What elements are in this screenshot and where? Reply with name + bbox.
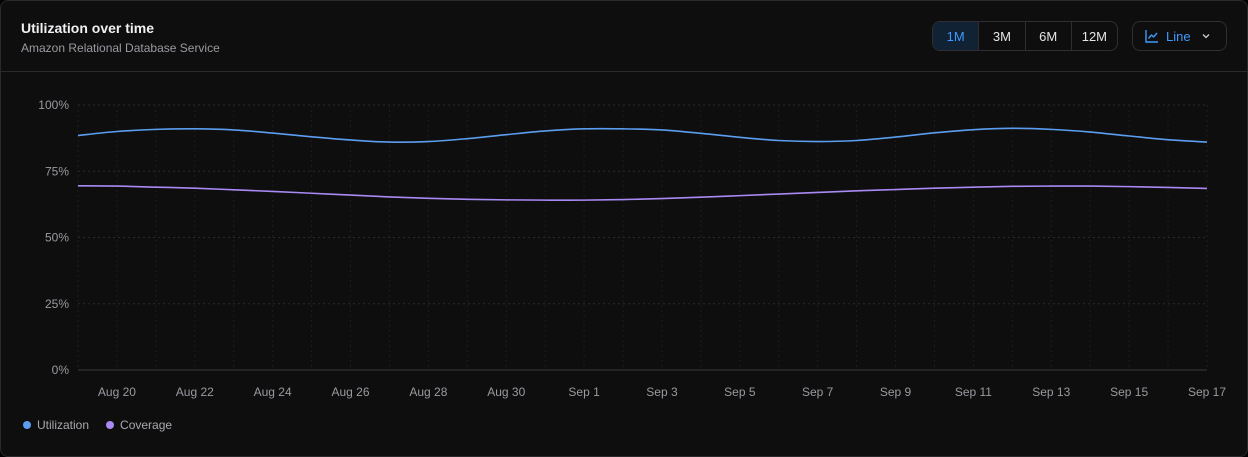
y-tick-label: 0%: [52, 363, 70, 377]
card-header: Utilization over time Amazon Relational …: [1, 1, 1247, 72]
x-tick-label: Aug 30: [487, 385, 525, 399]
legend-dot-utilization: [23, 421, 31, 429]
y-tick-label: 75%: [45, 164, 69, 178]
y-tick-label: 50%: [45, 231, 69, 245]
chart-title: Utilization over time: [21, 20, 155, 36]
chart-subtitle: Amazon Relational Database Service: [21, 41, 220, 55]
x-tick-label: Sep 7: [802, 385, 834, 399]
time-range-selector: 1M 3M 6M 12M: [932, 21, 1118, 51]
series-line-coverage: [77, 185, 1208, 201]
chevron-down-icon: [1202, 34, 1210, 39]
chart-type-label: Line: [1166, 28, 1191, 44]
y-tick-label: 25%: [45, 297, 69, 311]
line-chart-icon: [1145, 30, 1158, 43]
legend-label-coverage: Coverage: [120, 418, 173, 432]
x-tick-label: Sep 11: [955, 385, 992, 399]
x-tick-label: Sep 9: [880, 385, 912, 399]
legend-item-coverage: Coverage: [106, 418, 172, 432]
range-6m-button[interactable]: 6M: [1026, 22, 1072, 50]
x-tick-label: Sep 1: [568, 385, 600, 399]
chart-type-dropdown[interactable]: Line: [1132, 21, 1227, 51]
legend-dot-coverage: [106, 421, 115, 429]
line-chart: 0% 25% 50% 75% 100% Aug 20 Aug 22 Aug 24 Aug 26 A…: [38, 98, 1226, 399]
range-1m-button[interactable]: 1M: [933, 22, 980, 50]
range-12m-button[interactable]: 12M: [1081, 28, 1108, 44]
x-tick-label: Sep 3: [646, 385, 678, 399]
legend-label-utilization: Utilization: [37, 418, 90, 432]
legend-item-utilization: Utilization: [23, 418, 89, 432]
chart-legend: Utilization Coverage: [23, 418, 189, 432]
x-tick-label: Sep 5: [724, 385, 756, 399]
x-tick-label: Aug 26: [331, 385, 369, 399]
y-tick-label: 100%: [38, 98, 69, 112]
range-3m-button[interactable]: 3M: [979, 22, 1026, 50]
x-tick-label: Sep 15: [1110, 385, 1148, 399]
x-tick-label: Sep 13: [1032, 385, 1070, 399]
x-tick-label: Aug 28: [409, 385, 447, 399]
x-tick-label: Aug 20: [98, 385, 136, 399]
x-tick-label: Aug 24: [254, 385, 292, 399]
series-line-utilization: [77, 127, 1208, 144]
x-tick-label: Aug 22: [176, 385, 214, 399]
x-tick-label: Sep 17: [1188, 385, 1226, 399]
